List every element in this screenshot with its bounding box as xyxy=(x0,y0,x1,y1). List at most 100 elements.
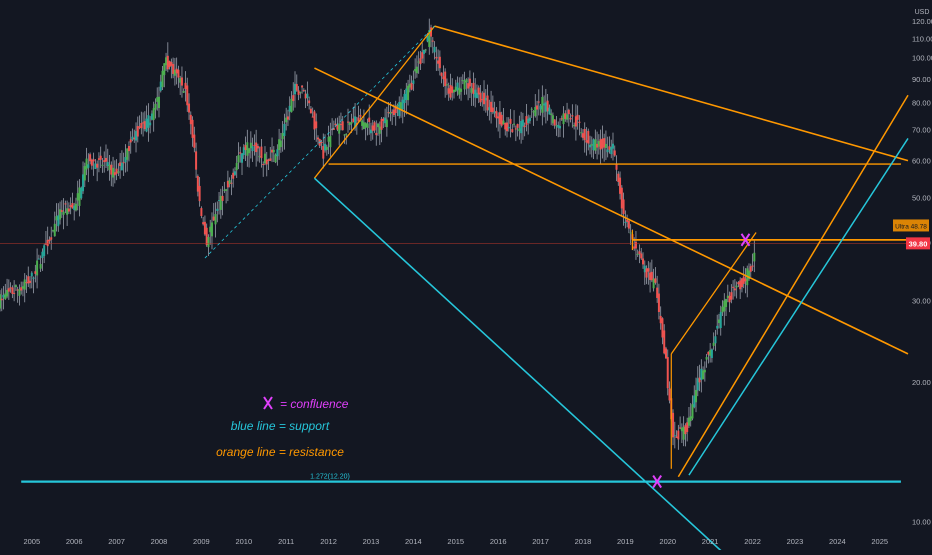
candle-body xyxy=(286,116,289,120)
candle-body xyxy=(80,187,83,199)
candle-body xyxy=(82,174,85,192)
candle-body xyxy=(567,109,570,115)
confluence-marker-icon xyxy=(740,233,751,247)
candle-body xyxy=(377,123,380,128)
candle-body xyxy=(362,122,365,130)
candle-body xyxy=(366,123,369,128)
candle-body xyxy=(475,92,478,99)
candle-body xyxy=(465,79,468,83)
candle-body xyxy=(422,49,425,54)
candle-body xyxy=(433,46,436,53)
x-tick-label: 2021 xyxy=(702,537,719,546)
candle-body xyxy=(92,159,95,162)
support-rising xyxy=(688,138,909,476)
candle-body xyxy=(43,245,46,257)
y-tick-label: 60.00 xyxy=(912,157,931,166)
candle-body xyxy=(419,58,422,65)
x-tick-label: 2025 xyxy=(871,537,888,546)
candle-body xyxy=(290,98,293,113)
candle-body xyxy=(463,80,466,90)
y-tick-label: 100.00 xyxy=(912,54,932,63)
x-tick-label: 2016 xyxy=(490,537,507,546)
candle-body xyxy=(55,216,58,221)
candle-body xyxy=(313,111,316,130)
candle-body xyxy=(753,252,756,262)
candle-body xyxy=(251,146,254,152)
candle-body xyxy=(576,114,579,120)
candle-body xyxy=(179,78,182,83)
candle-body xyxy=(263,153,266,164)
candle-body xyxy=(191,119,194,138)
y-tick-label: 30.00 xyxy=(912,296,931,305)
x-tick-label: 2013 xyxy=(363,537,380,546)
candle-body xyxy=(611,143,614,149)
candle-body xyxy=(435,56,438,59)
candle-body xyxy=(525,116,528,125)
candle-body xyxy=(613,150,616,156)
candle-body xyxy=(60,210,63,212)
candle-body xyxy=(488,107,491,111)
candle-body xyxy=(527,118,530,124)
candle-body xyxy=(248,148,251,154)
candle-body xyxy=(544,102,547,112)
candle-body xyxy=(189,114,192,125)
y-tick-label: 50.00 xyxy=(912,193,931,202)
candle-body xyxy=(228,180,231,184)
candle-body xyxy=(267,159,270,161)
candle-body xyxy=(733,288,736,291)
candle-body xyxy=(384,117,387,124)
candle-body xyxy=(447,88,450,94)
candle-body xyxy=(391,111,394,113)
x-tick-label: 2010 xyxy=(235,537,252,546)
candle-body xyxy=(216,208,219,211)
candle-body xyxy=(474,89,477,98)
candle-body xyxy=(645,268,648,278)
candle-body xyxy=(438,56,441,69)
candle-body xyxy=(553,119,556,126)
candle-body xyxy=(249,142,252,149)
candle-body xyxy=(405,88,408,101)
x-tick-label: 2018 xyxy=(575,537,592,546)
candle-body xyxy=(702,370,705,380)
candle-body xyxy=(113,172,116,176)
candle-body xyxy=(749,266,752,272)
candle-body xyxy=(589,144,592,148)
support-lower xyxy=(313,177,727,555)
candle-body xyxy=(368,117,371,123)
candle-body xyxy=(145,118,148,132)
candle-body xyxy=(157,96,160,109)
candle-body xyxy=(687,417,690,426)
candle-body xyxy=(18,289,21,296)
candle-body xyxy=(256,145,259,149)
candle-body xyxy=(601,138,604,149)
candle-body xyxy=(664,348,667,359)
x-tick-label: 2023 xyxy=(787,537,804,546)
candle-body xyxy=(99,155,102,160)
candle-body xyxy=(673,435,676,437)
candle-body xyxy=(424,49,427,51)
candle-body xyxy=(297,90,300,95)
candle-body xyxy=(716,325,719,329)
candle-body xyxy=(387,112,390,114)
candle-body xyxy=(198,185,201,202)
candle-body xyxy=(120,162,123,171)
candle-body xyxy=(161,70,164,88)
candle-body xyxy=(583,128,586,141)
candle-body xyxy=(324,143,327,151)
candle-body xyxy=(369,129,372,134)
candle-body xyxy=(149,122,152,126)
candle-body xyxy=(679,427,682,429)
candle-body xyxy=(684,425,687,435)
candle-body xyxy=(539,105,542,110)
candle-body xyxy=(634,241,637,249)
candle-body xyxy=(520,121,523,134)
candle-body xyxy=(50,237,53,240)
y-tick-label: 70.00 xyxy=(912,126,931,135)
candle-body xyxy=(34,271,37,274)
candle-body xyxy=(421,52,424,59)
candle-body xyxy=(210,222,213,237)
candle-body xyxy=(21,286,24,289)
candle-body xyxy=(253,144,256,146)
